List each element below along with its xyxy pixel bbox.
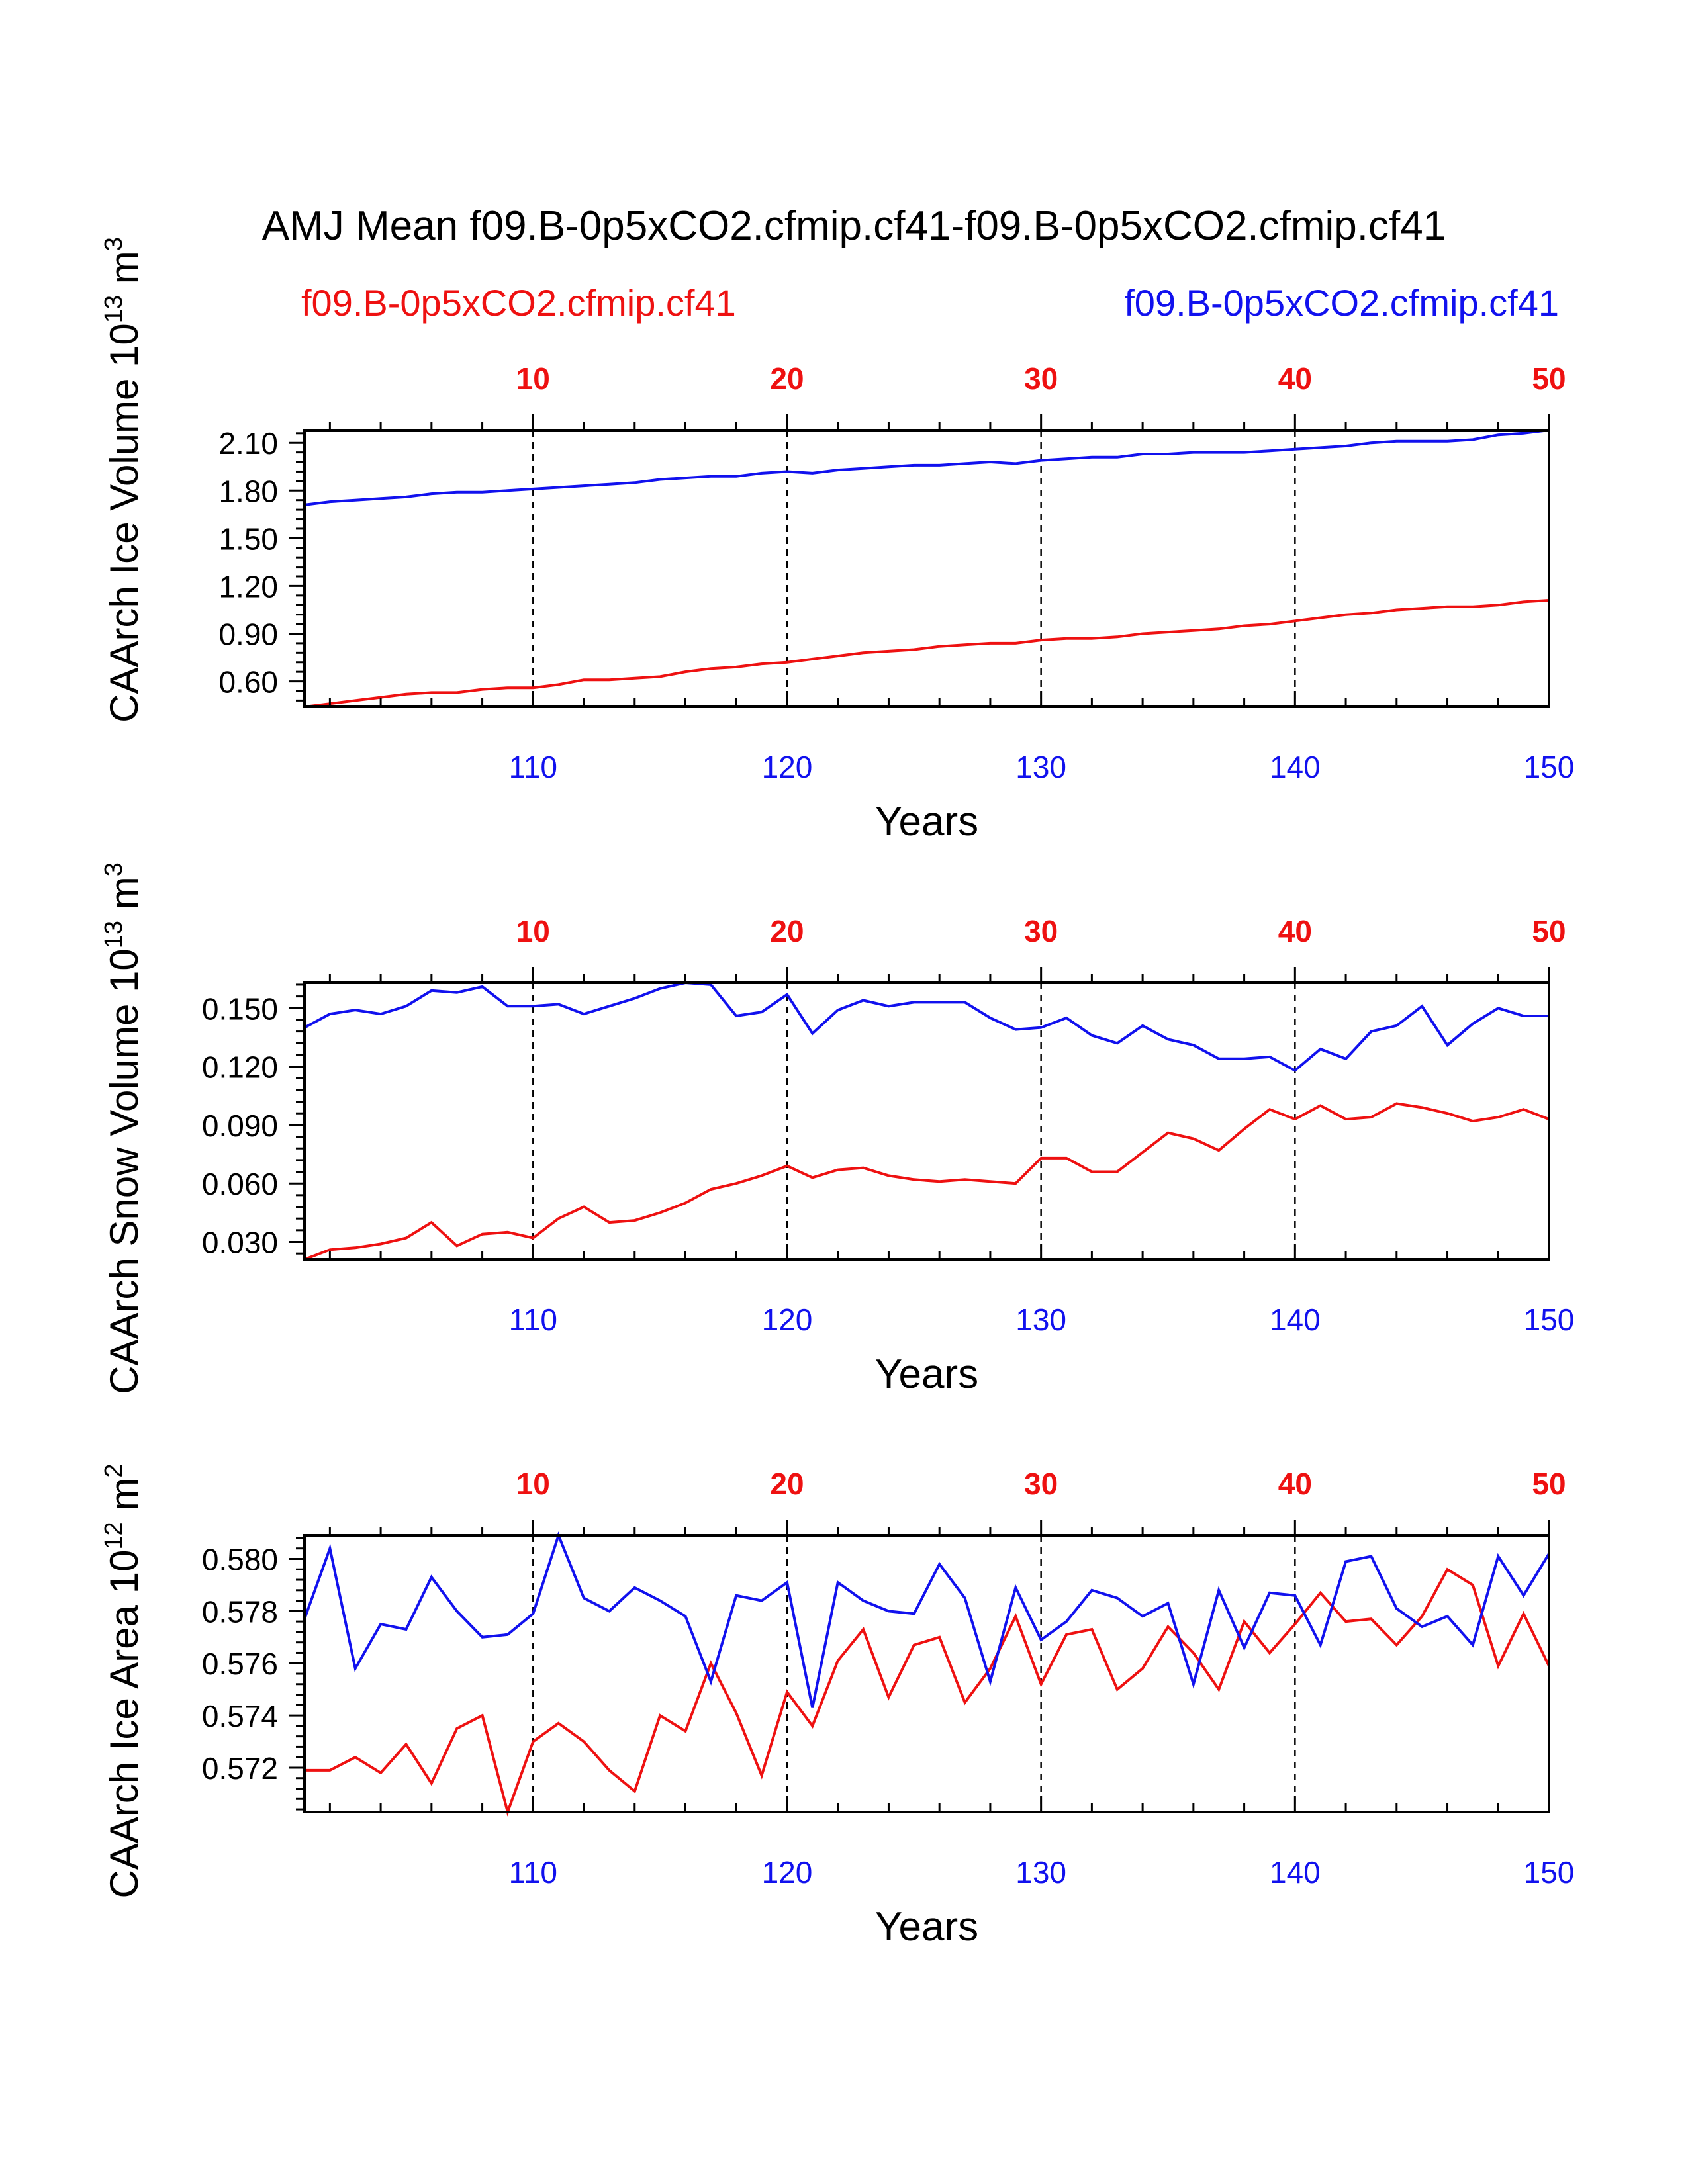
y-axis-label-main: CAArch Ice Volume 10: [102, 323, 146, 723]
y-axis-label-unit: m: [102, 876, 146, 921]
x-tick-label-bottom: 110: [509, 750, 557, 784]
y-axis-label-exp: 12: [100, 1522, 128, 1549]
panels-group: 0.60 0.90 1.20 1.50 1.80 2.10 110 120 130 140 150 1…: [100, 237, 1574, 1950]
chart-panel-3: 0.572 0.574 0.576 0.578 0.580 110 120 130 140 150…: [100, 1463, 1574, 1950]
x-tick-label-top: 10: [516, 914, 550, 948]
series-line-red: [304, 1102, 1550, 1261]
y-tick-label: 0.572: [202, 1751, 278, 1786]
series-line-red: [305, 1567, 1550, 1817]
y-axis-label-unit: m: [102, 251, 146, 295]
y-tick-label: 0.030: [202, 1226, 278, 1260]
plot-frame: [303, 1534, 1550, 1813]
y-axis-label-unit-exp: 3: [100, 237, 128, 251]
x-axis-label: Years: [875, 799, 978, 844]
x-tick-label-top: 50: [1532, 914, 1566, 948]
y-axis-label: CAArch Ice Area 1012 m2: [100, 1463, 146, 1898]
y-tick-label: 2.10: [218, 426, 278, 461]
x-tick-label-top: 40: [1278, 914, 1312, 948]
y-tick-label: 0.578: [202, 1594, 278, 1629]
y-axis-label: CAArch Ice Volume 1013 m3: [100, 237, 146, 723]
x-tick-label-bottom: 140: [1270, 750, 1321, 784]
x-tick-label-bottom: 110: [509, 1302, 557, 1337]
x-tick-label-top: 30: [1024, 361, 1058, 396]
x-tick-label-bottom: 130: [1015, 1855, 1066, 1889]
legend-label-red: f09.B-0p5xCO2.cfmip.cf41: [301, 282, 736, 324]
x-axis-label: Years: [875, 1351, 978, 1397]
y-tick-label: 0.060: [202, 1167, 278, 1201]
x-tick-label-bottom: 140: [1270, 1855, 1321, 1889]
x-tick-label-bottom: 110: [509, 1855, 557, 1889]
x-tick-label-top: 10: [516, 1467, 550, 1501]
y-tick-label: 1.50: [218, 522, 278, 556]
x-tick-label-bottom: 150: [1524, 750, 1575, 784]
y-axis-label: CAArch Snow Volume 1013 m3: [100, 862, 146, 1394]
x-tick-label-bottom: 120: [762, 1855, 813, 1889]
y-axis-label-unit-exp: 3: [100, 862, 128, 876]
chart-panel-1: 0.60 0.90 1.20 1.50 1.80 2.10 110 120 130 140 150 1…: [100, 237, 1574, 844]
y-axis-label-unit: m: [102, 1478, 146, 1522]
x-tick-label-bottom: 120: [762, 750, 813, 784]
y-tick-label: 0.60: [218, 665, 278, 700]
x-tick-label-top: 20: [770, 1467, 804, 1501]
x-tick-label-bottom: 140: [1270, 1302, 1321, 1337]
chart-panel-2: 0.030 0.060 0.090 0.120 0.150 110 120 130 140 150…: [100, 862, 1574, 1397]
y-tick-label: 0.576: [202, 1647, 278, 1681]
y-tick-label: 0.574: [202, 1699, 278, 1733]
x-axis-label: Years: [875, 1904, 978, 1950]
series-line-blue: [303, 1531, 1550, 1708]
x-tick-label-bottom: 130: [1015, 750, 1066, 784]
y-tick-label: 0.580: [202, 1542, 278, 1576]
y-axis-label-unit-exp: 2: [100, 1463, 128, 1477]
x-tick-label-bottom: 120: [762, 1302, 813, 1337]
x-tick-label-bottom: 150: [1524, 1855, 1575, 1889]
series-line-blue: [304, 981, 1549, 1072]
plot-frame: [303, 429, 1550, 708]
y-tick-label: 0.90: [218, 617, 278, 651]
x-tick-label-bottom: 130: [1015, 1302, 1066, 1337]
legend-label-blue: f09.B-0p5xCO2.cfmip.cf41: [1124, 282, 1559, 324]
chart-title: AMJ Mean f09.B-0p5xCO2.cfmip.cf41-f09.B-…: [262, 203, 1446, 249]
x-tick-label-bottom: 150: [1524, 1302, 1575, 1337]
x-tick-label-top: 10: [516, 361, 550, 396]
y-tick-label: 0.150: [202, 991, 278, 1026]
series-line-red: [304, 599, 1550, 708]
y-axis-label-exp: 13: [100, 921, 128, 948]
y-tick-label: 0.120: [202, 1050, 278, 1085]
x-tick-label-top: 20: [770, 361, 804, 396]
y-axis-label-main: CAArch Snow Volume 10: [102, 948, 146, 1394]
x-tick-label-top: 40: [1278, 361, 1312, 396]
x-tick-label-top: 30: [1024, 914, 1058, 948]
x-tick-label-top: 40: [1278, 1467, 1312, 1501]
x-tick-label-top: 20: [770, 914, 804, 948]
series-line-blue: [304, 429, 1550, 506]
y-tick-label: 1.20: [218, 569, 278, 604]
y-tick-label: 0.090: [202, 1109, 278, 1143]
y-tick-label: 1.80: [218, 474, 278, 508]
y-axis-label-main: CAArch Ice Area 10: [102, 1550, 146, 1899]
y-axis-label-exp: 13: [100, 295, 128, 323]
x-tick-label-top: 50: [1532, 1467, 1566, 1501]
plot-frame: [303, 981, 1550, 1261]
x-tick-label-top: 50: [1532, 361, 1566, 396]
x-tick-label-top: 30: [1024, 1467, 1058, 1501]
